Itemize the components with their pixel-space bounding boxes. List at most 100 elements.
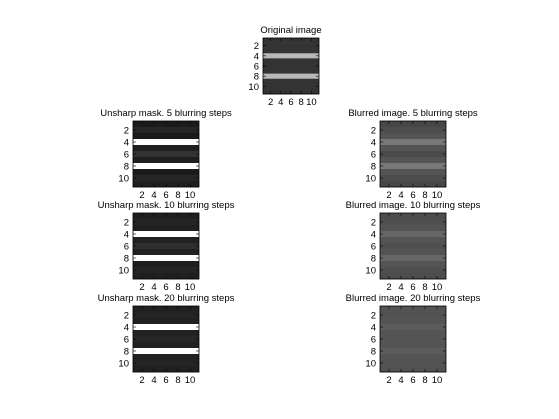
y-tick-label: 10 — [365, 266, 376, 277]
image-row — [133, 145, 199, 152]
x-tick-label: 2 — [139, 282, 144, 293]
y-tick-label: 6 — [124, 150, 129, 161]
y-tick-label: 2 — [124, 126, 129, 137]
image-row — [380, 237, 446, 244]
image-row — [133, 121, 199, 128]
panel-title: Unsharp mask. 20 blurring steps — [98, 293, 235, 304]
image-row — [133, 354, 199, 361]
image-row — [133, 169, 199, 176]
image-row — [380, 312, 446, 319]
image-row — [263, 58, 319, 64]
y-tick-label: 10 — [365, 174, 376, 185]
y-tick-label: 4 — [371, 230, 376, 241]
image-row — [380, 249, 446, 256]
y-tick-label: 4 — [371, 138, 376, 149]
y-tick-label: 6 — [124, 242, 129, 253]
x-tick-label: 6 — [410, 375, 415, 386]
y-tick-label: 4 — [124, 138, 129, 149]
x-tick-label: 8 — [422, 190, 427, 201]
image-row — [380, 133, 446, 140]
image-row — [380, 157, 446, 164]
x-tick-label: 8 — [422, 282, 427, 293]
image-row — [133, 342, 199, 349]
image-row — [380, 336, 446, 343]
image-row — [133, 318, 199, 325]
image-row — [133, 151, 199, 158]
image-row — [133, 139, 199, 146]
image-row — [380, 318, 446, 325]
image-row — [133, 133, 199, 140]
y-tick-label: 10 — [118, 266, 129, 277]
image-row — [380, 306, 446, 313]
x-tick-label: 6 — [163, 190, 168, 201]
x-tick-label: 10 — [185, 190, 196, 201]
x-tick-label: 8 — [299, 97, 304, 108]
panel-title: Unsharp mask. 10 blurring steps — [98, 200, 235, 211]
y-tick-label: 10 — [248, 82, 259, 93]
y-tick-label: 8 — [371, 254, 376, 265]
y-tick-label: 10 — [118, 359, 129, 370]
y-tick-label: 4 — [124, 230, 129, 241]
image-row — [133, 219, 199, 226]
x-tick-label: 6 — [410, 190, 415, 201]
image-row — [263, 78, 319, 85]
y-tick-label: 6 — [371, 335, 376, 346]
y-tick-label: 8 — [124, 254, 129, 265]
image-row — [133, 243, 199, 250]
image-row — [133, 127, 199, 134]
panel-title: Blurred image. 20 blurring steps — [346, 293, 481, 304]
image-row — [133, 261, 199, 268]
image-row — [133, 249, 199, 256]
image-row — [380, 255, 446, 262]
x-tick-label: 8 — [175, 190, 180, 201]
y-tick-label: 10 — [118, 174, 129, 185]
image-row — [263, 48, 319, 54]
image-row — [380, 139, 446, 146]
image-row — [263, 73, 319, 80]
x-tick-label: 4 — [398, 190, 403, 201]
y-tick-label: 2 — [124, 218, 129, 229]
x-tick-label: 4 — [151, 190, 156, 201]
image-row — [263, 53, 319, 59]
x-tick-label: 4 — [151, 375, 156, 386]
image-row — [380, 324, 446, 331]
x-tick-label: 2 — [386, 282, 391, 293]
image-row — [263, 43, 319, 49]
y-tick-label: 10 — [365, 359, 376, 370]
x-tick-label: 2 — [386, 190, 391, 201]
x-tick-label: 6 — [288, 97, 293, 108]
image-row — [133, 163, 199, 170]
x-tick-label: 4 — [151, 282, 156, 293]
image-row — [133, 336, 199, 343]
image-row — [380, 231, 446, 238]
x-tick-label: 10 — [432, 190, 443, 201]
y-tick-label: 8 — [371, 162, 376, 173]
image-row — [263, 83, 319, 90]
image-row — [133, 255, 199, 262]
y-tick-label: 6 — [124, 335, 129, 346]
image-row — [133, 267, 199, 274]
x-tick-label: 6 — [163, 375, 168, 386]
image-row — [133, 312, 199, 319]
image-row — [380, 121, 446, 128]
x-tick-label: 2 — [139, 375, 144, 386]
image-row — [380, 145, 446, 152]
image-row — [380, 354, 446, 361]
x-tick-label: 8 — [422, 375, 427, 386]
image-row — [133, 213, 199, 220]
y-tick-label: 2 — [254, 41, 259, 52]
panel-title: Blurred image. 5 blurring steps — [348, 108, 478, 119]
x-tick-label: 2 — [268, 97, 273, 108]
y-tick-label: 8 — [124, 347, 129, 358]
x-tick-label: 6 — [410, 282, 415, 293]
panel-title: Blurred image. 10 blurring steps — [346, 200, 481, 211]
image-row — [380, 348, 446, 355]
x-tick-label: 2 — [386, 375, 391, 386]
image-row — [133, 157, 199, 164]
image-row — [263, 68, 319, 74]
